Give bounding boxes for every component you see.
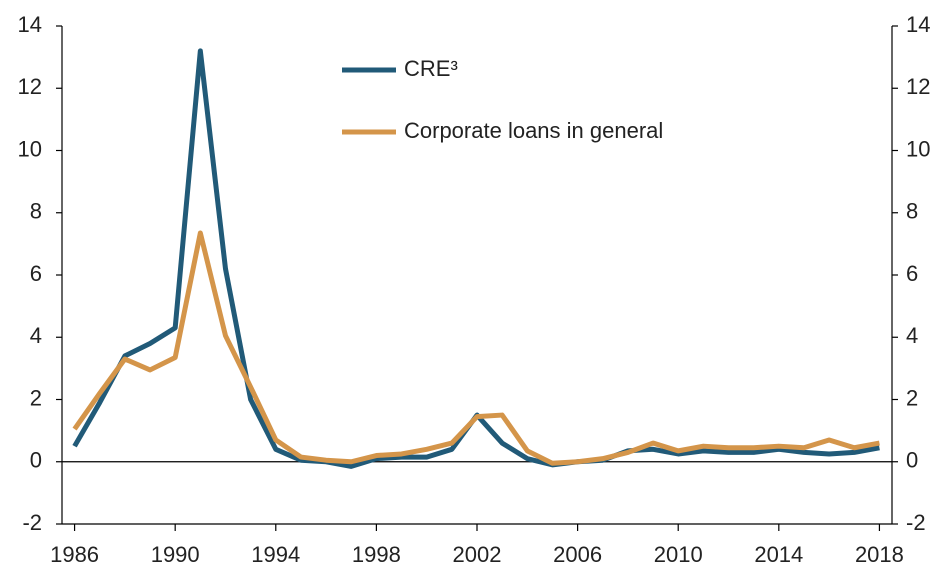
y2-tick-label: -2 xyxy=(906,510,926,535)
y2-tick-label: 14 xyxy=(906,12,930,37)
series-line xyxy=(72,230,880,466)
x-tick-label: 2010 xyxy=(654,542,703,567)
y2-tick-label: 4 xyxy=(906,323,918,348)
y2-tick-label: 2 xyxy=(906,385,918,410)
x-tick-label: 1998 xyxy=(352,542,401,567)
legend-label: Corporate loans in general xyxy=(404,118,663,143)
x-tick-label: 2014 xyxy=(754,542,803,567)
y-tick-label: 4 xyxy=(30,323,42,348)
y-tick-label: 6 xyxy=(30,261,42,286)
y2-tick-label: 10 xyxy=(906,136,930,161)
legend-label: CRE³ xyxy=(404,56,458,81)
x-tick-label: 1986 xyxy=(50,542,99,567)
y2-tick-label: 12 xyxy=(906,74,930,99)
y-tick-label: 14 xyxy=(18,12,42,37)
x-tick-label: 2002 xyxy=(453,542,502,567)
y-tick-label: -2 xyxy=(22,510,42,535)
x-tick-label: 1994 xyxy=(251,542,300,567)
y-tick-label: 0 xyxy=(30,448,42,473)
x-tick-label: 2018 xyxy=(855,542,904,567)
y-tick-label: 10 xyxy=(18,136,42,161)
y2-tick-label: 8 xyxy=(906,199,918,224)
x-tick-label: 1990 xyxy=(151,542,200,567)
y-tick-label: 2 xyxy=(30,385,42,410)
x-tick-label: 2006 xyxy=(553,542,602,567)
y2-tick-label: 6 xyxy=(906,261,918,286)
y-tick-label: 8 xyxy=(30,199,42,224)
y-tick-label: 12 xyxy=(18,74,42,99)
y2-tick-label: 0 xyxy=(906,448,918,473)
